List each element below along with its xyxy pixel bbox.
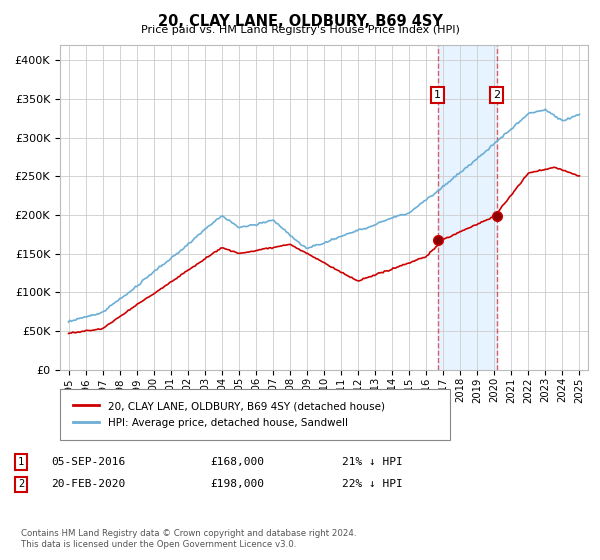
Text: 2: 2: [18, 479, 24, 489]
Text: £198,000: £198,000: [210, 479, 264, 489]
Bar: [437, 45, 497, 370]
Text: 05-SEP-2016: 05-SEP-2016: [51, 457, 125, 467]
Text: 2: 2: [493, 90, 500, 100]
Legend: 20, CLAY LANE, OLDBURY, B69 4SY (detached house), HPI: Average price, detached h: 20, CLAY LANE, OLDBURY, B69 4SY (detache…: [69, 397, 389, 432]
Text: 22% ↓ HPI: 22% ↓ HPI: [342, 479, 403, 489]
Text: 20, CLAY LANE, OLDBURY, B69 4SY: 20, CLAY LANE, OLDBURY, B69 4SY: [158, 14, 442, 29]
Text: 1: 1: [18, 457, 24, 467]
Text: Price paid vs. HM Land Registry's House Price Index (HPI): Price paid vs. HM Land Registry's House …: [140, 25, 460, 35]
FancyBboxPatch shape: [60, 389, 450, 440]
Text: Contains HM Land Registry data © Crown copyright and database right 2024.
This d: Contains HM Land Registry data © Crown c…: [21, 529, 356, 549]
Text: 20-FEB-2020: 20-FEB-2020: [51, 479, 125, 489]
Text: 1: 1: [434, 90, 441, 100]
Text: 21% ↓ HPI: 21% ↓ HPI: [342, 457, 403, 467]
Text: £168,000: £168,000: [210, 457, 264, 467]
